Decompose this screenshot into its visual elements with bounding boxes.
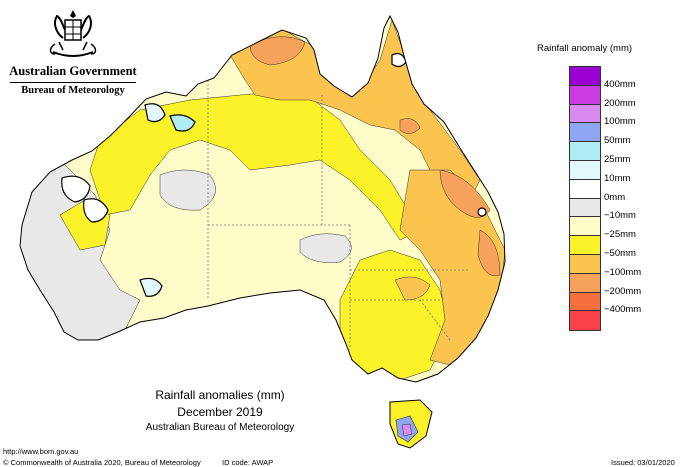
- map-period: December 2019: [177, 405, 263, 419]
- legend-swatch: [570, 85, 600, 105]
- footer-id-code: ID code: AWAP: [222, 458, 274, 467]
- legend-label: −10mm: [604, 210, 636, 222]
- legend-swatch: [570, 311, 600, 331]
- tasmania: [389, 399, 433, 449]
- legend-swatch: [570, 254, 600, 274]
- legend-label: 50mm: [604, 135, 631, 147]
- legend-label: 100mm: [604, 116, 636, 128]
- footer-copyright: © Commonwealth of Australia 2020, Bureau…: [3, 458, 201, 467]
- government-logo: Australian Government Bureau of Meteorol…: [8, 8, 138, 98]
- legend-label: 0mm: [604, 191, 626, 203]
- state-borders: [207, 60, 470, 350]
- legend-label: 25mm: [604, 154, 631, 165]
- legend-label: 200mm: [604, 97, 636, 109]
- legend-swatch: [570, 142, 600, 161]
- bureau-title: Bureau of Meteorology: [21, 85, 125, 96]
- legend-swatch: [570, 217, 600, 237]
- legend-title: Rainfall anomaly (mm): [537, 43, 633, 54]
- legend-swatch: [570, 67, 600, 86]
- map-title: Rainfall anomalies (mm): [155, 388, 285, 402]
- legend-label: 400mm: [604, 78, 636, 90]
- government-title: Australian Government: [9, 64, 137, 78]
- legend-label: −50mm: [604, 248, 636, 259]
- legend-color-bar: [569, 66, 601, 332]
- legend-label: −400mm: [604, 304, 642, 316]
- legend-swatch: [570, 198, 600, 218]
- map-source: Australian Bureau of Meteorology: [145, 422, 295, 433]
- legend-swatch: [570, 179, 600, 199]
- pilbara-wet-patch: [61, 175, 91, 203]
- legend-swatch: [570, 104, 600, 124]
- legend-label: −200mm: [604, 285, 642, 297]
- legend-label: 10mm: [604, 172, 631, 184]
- legend-swatch: [570, 123, 600, 143]
- legend-swatch: [570, 160, 600, 180]
- legend-label: −100mm: [604, 266, 642, 278]
- legend-swatch: [570, 236, 600, 255]
- legend-swatch: [570, 292, 600, 312]
- logo-divider: [10, 82, 136, 83]
- north-yellow-region: [89, 89, 421, 241]
- coat-of-arms-icon: [49, 10, 97, 57]
- footer-url[interactable]: http://www.bom.gov.au: [3, 447, 79, 456]
- footer-issued-date: Issued: 03/01/2020: [611, 458, 675, 467]
- legend-label: −25mm: [604, 229, 636, 241]
- legend-swatch: [570, 273, 600, 293]
